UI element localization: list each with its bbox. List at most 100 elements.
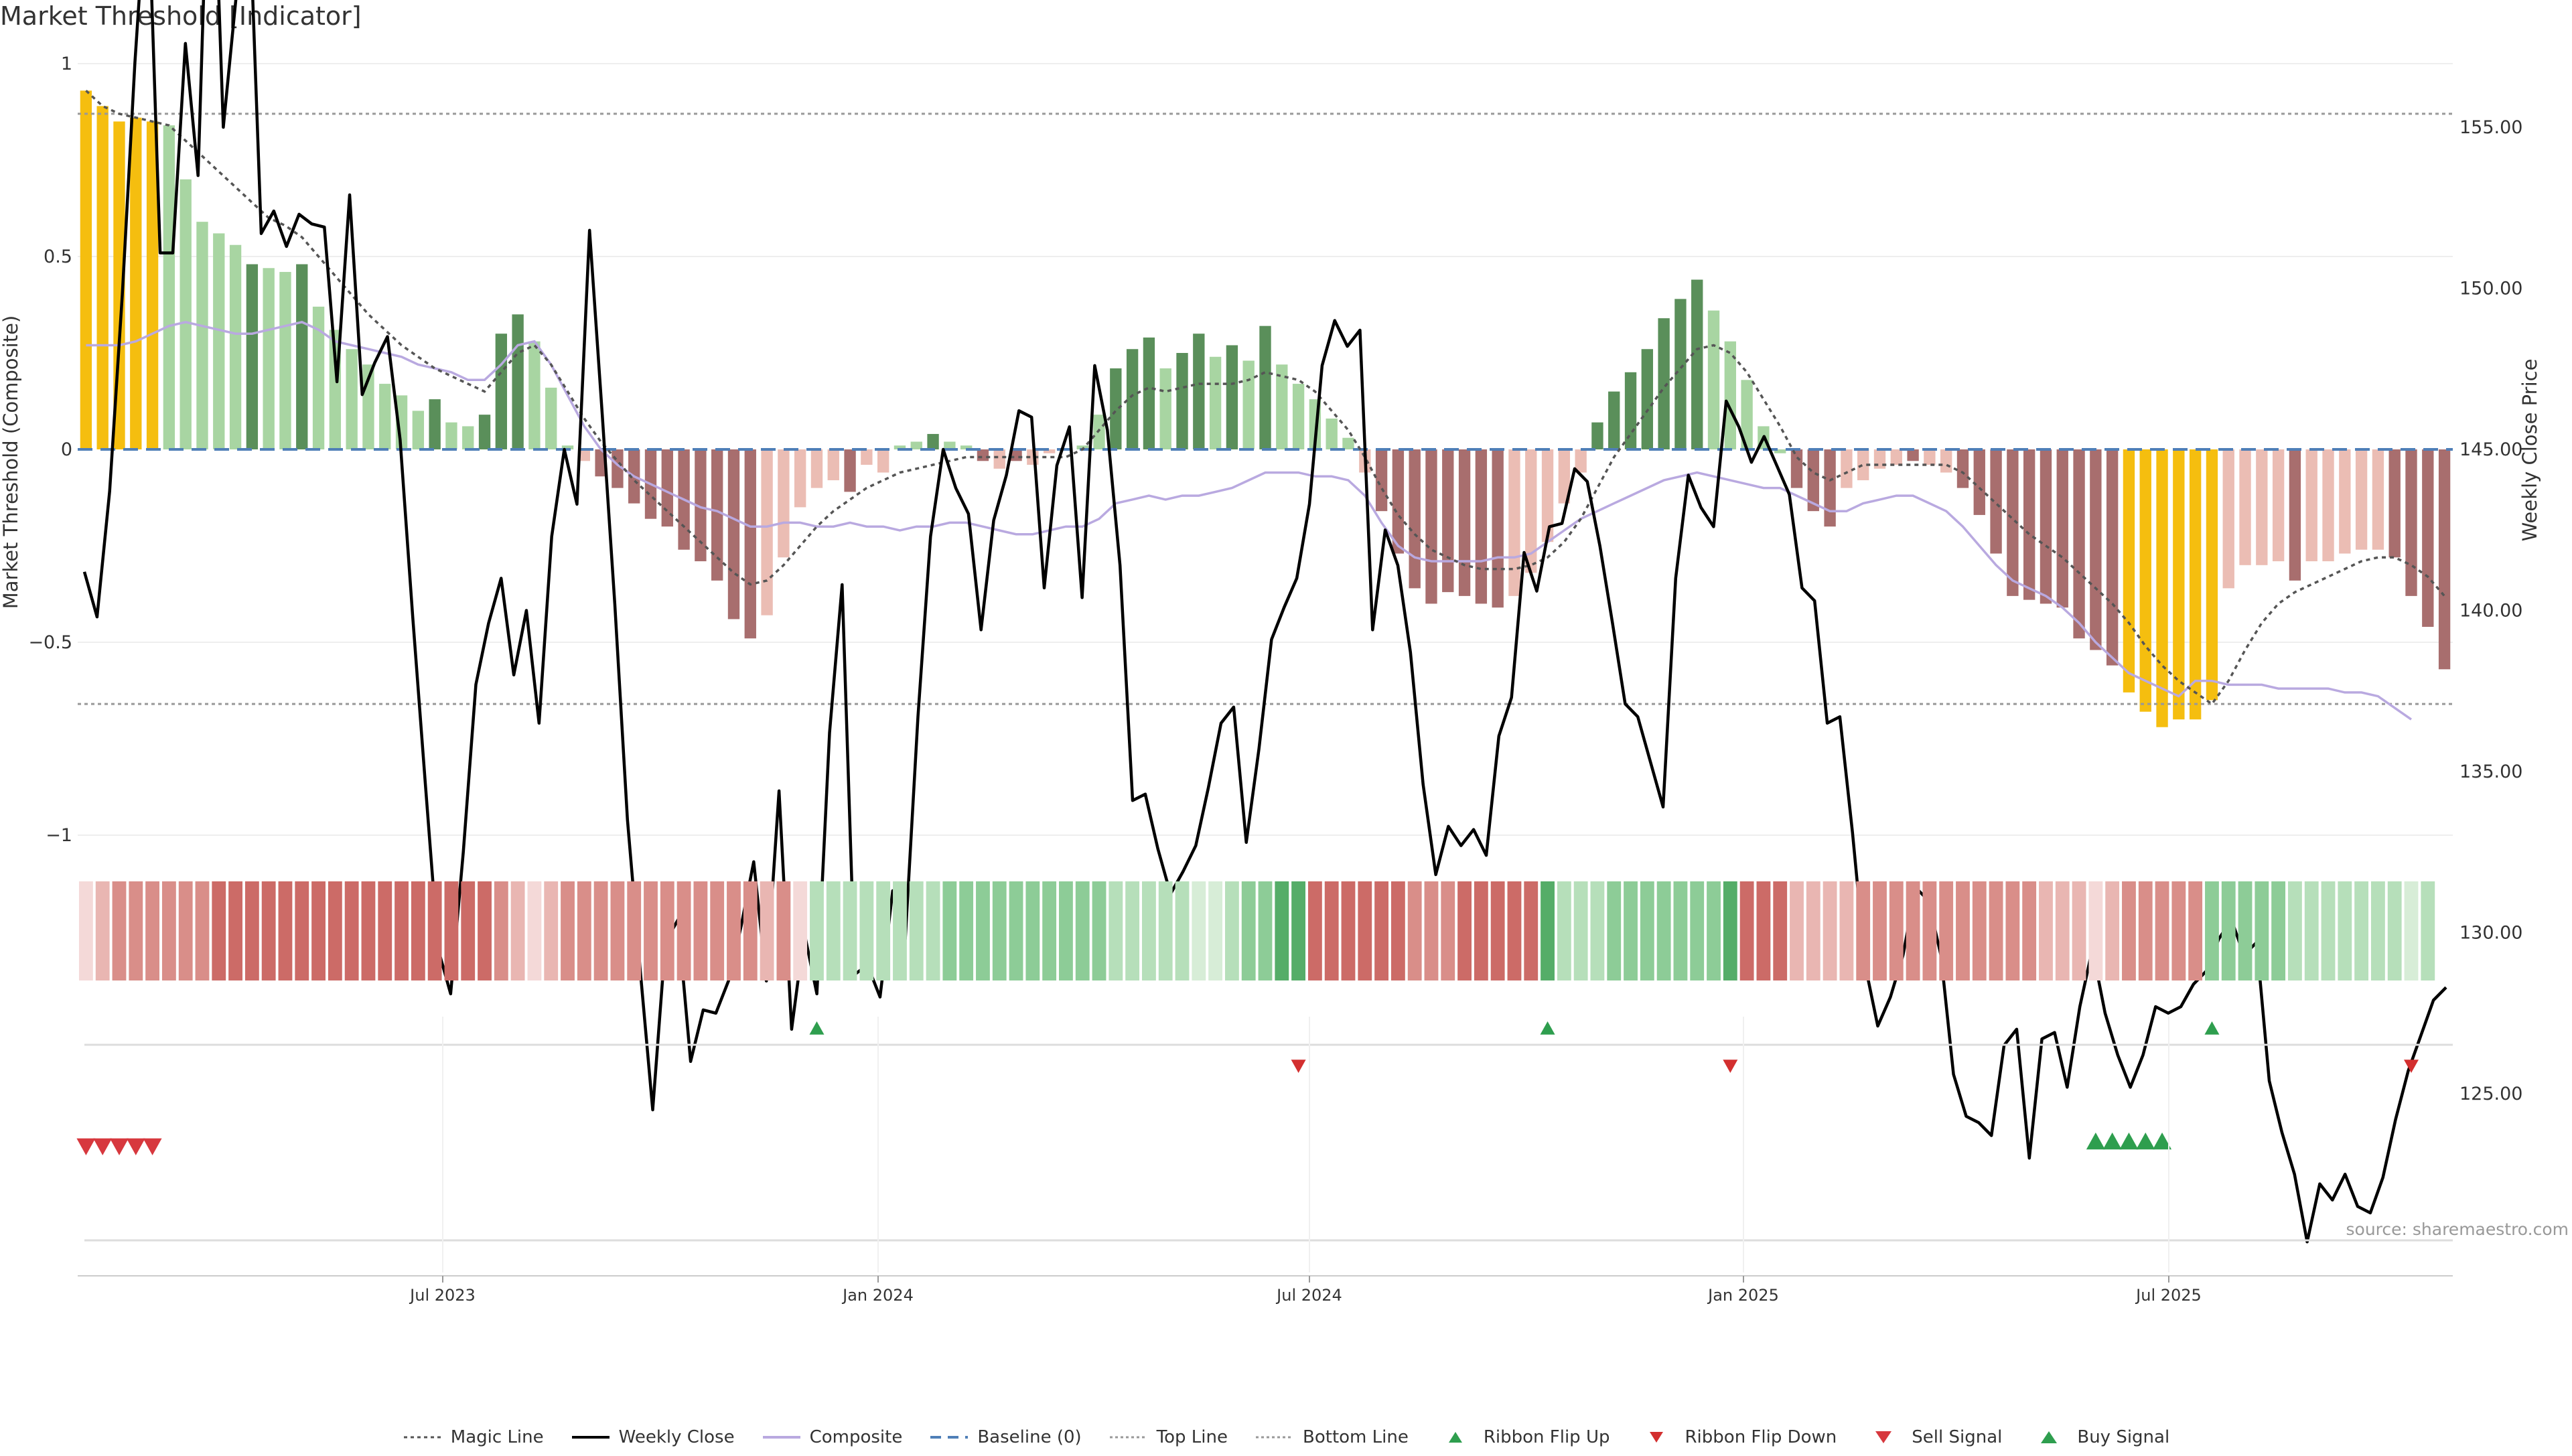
ribbon-segment	[1739, 881, 1754, 980]
composite-bar	[894, 445, 906, 449]
composite-bar	[2173, 449, 2185, 720]
grid	[78, 63, 2453, 836]
ribbon-segment	[112, 881, 127, 980]
legend-swatch	[1256, 1436, 1293, 1439]
ribbon-segment	[660, 881, 674, 980]
composite-bar	[96, 106, 109, 450]
composite-bar	[1707, 310, 1720, 449]
composite-bar	[1973, 449, 1985, 515]
composite-bar	[196, 222, 208, 449]
legend-item-baseline: Baseline (0)	[929, 1427, 1082, 1447]
composite-bar	[2139, 449, 2151, 712]
composite-bar	[163, 125, 175, 449]
sell-signal-marker	[126, 1138, 145, 1155]
composite-bar	[778, 449, 790, 558]
ribbon-segment	[2255, 881, 2269, 980]
ribbon-segment	[644, 881, 658, 980]
legend-label: Ribbon Flip Up	[1483, 1427, 1610, 1447]
composite-bar	[1442, 449, 1454, 593]
composite-bar	[296, 264, 308, 449]
ribbon-segment	[1922, 881, 1937, 980]
composite-bar	[1425, 449, 1437, 604]
legend-label: Bottom Line	[1303, 1427, 1409, 1447]
ribbon-segment	[427, 881, 442, 980]
ribbon-segment	[1873, 881, 1887, 980]
ribbon-segment	[2421, 881, 2435, 980]
composite-bar	[1110, 368, 1122, 449]
ribbon-segment	[2188, 881, 2203, 980]
composite-line	[86, 321, 2413, 721]
ribbon-segment	[2205, 881, 2219, 980]
y-tick-label: 0	[61, 439, 72, 460]
buy-signal-marker	[2136, 1133, 2155, 1150]
ribbon-segment	[627, 881, 642, 980]
composite-bar	[927, 433, 939, 449]
composite-bar	[130, 117, 142, 449]
composite-bar	[1342, 437, 1354, 449]
ribbon-segment	[2138, 881, 2153, 980]
ribbon-segment	[527, 881, 542, 980]
composite-bar	[2305, 449, 2317, 562]
y-axis-ticks: 1 0.5 0 −0.5 −1	[28, 54, 72, 846]
composite-bar	[2123, 449, 2135, 693]
ribbon-segment	[1457, 881, 1472, 980]
composite-bar	[695, 449, 707, 562]
composite-bar	[2388, 449, 2401, 558]
composite-bar	[1093, 415, 1105, 449]
ribbon-segment	[1856, 881, 1871, 980]
ribbon-segment	[1839, 881, 1854, 980]
ribbon-segment	[2387, 881, 2402, 980]
composite-bar	[1392, 449, 1405, 554]
ribbon-segment	[1291, 881, 1306, 980]
y-axis-label: Market Threshold (Composite)	[0, 315, 22, 609]
ribbon-segment	[1158, 881, 1173, 980]
composite-bar	[495, 334, 508, 449]
ribbon-strip	[78, 881, 2435, 980]
composite-bar	[512, 314, 524, 449]
composite-bar	[229, 244, 242, 449]
composite-bar	[1807, 449, 1819, 512]
ribbon-segment	[810, 881, 824, 980]
ribbon-segment	[1275, 881, 1289, 980]
ribbon-segment	[395, 881, 409, 980]
legend-item-flip_down: Ribbon Flip Down	[1636, 1427, 1837, 1447]
ribbon-flip-up-marker	[2204, 1021, 2220, 1035]
sell-signal-marker	[143, 1138, 162, 1155]
ribbon-segment	[1989, 881, 2003, 980]
legend-label: Ribbon Flip Down	[1685, 1427, 1837, 1447]
ribbon-segment	[577, 881, 591, 980]
ribbon-segment	[1241, 881, 1256, 980]
composite-bar	[2289, 449, 2301, 581]
ribbon-segment	[610, 881, 625, 980]
composite-bar	[1375, 449, 1388, 512]
ribbon-segment	[228, 881, 242, 980]
composite-bar	[1326, 418, 1338, 449]
composite-bar	[1641, 349, 1654, 449]
ribbon-segment	[328, 881, 342, 980]
ribbon-segment	[1407, 881, 1422, 980]
ribbon-segment	[2271, 881, 2286, 980]
y2-axis-ticks: 165.00160.00155.00150.00145.00140.00135.…	[2459, 117, 2522, 1104]
ribbon-segment	[1524, 881, 1539, 980]
buy-signal-marker	[2086, 1133, 2105, 1150]
composite-bar	[1193, 334, 1205, 449]
ribbon-segment	[494, 881, 508, 980]
ribbon-segment	[1590, 881, 1605, 980]
ribbon-segment	[1906, 881, 1920, 980]
sell-signal-marker	[76, 1138, 96, 1155]
ribbon-segment	[1474, 881, 1488, 980]
composite-bar	[1824, 449, 1836, 527]
composite-bar	[711, 449, 723, 581]
composite-bar	[2422, 449, 2434, 627]
ribbon-segment	[1341, 881, 1356, 980]
ribbon-segment	[793, 881, 808, 980]
ribbon-segment	[378, 881, 392, 980]
ribbon-segment	[593, 881, 608, 980]
x-tick-label: Jan 2025	[1707, 1286, 1779, 1305]
ribbon-segment	[1109, 881, 1123, 980]
y-tick-label: −1	[46, 825, 72, 846]
composite-bar	[794, 449, 806, 508]
ribbon-segment	[444, 881, 459, 980]
ribbon-segment	[510, 881, 525, 980]
ribbon-segment	[295, 881, 309, 980]
